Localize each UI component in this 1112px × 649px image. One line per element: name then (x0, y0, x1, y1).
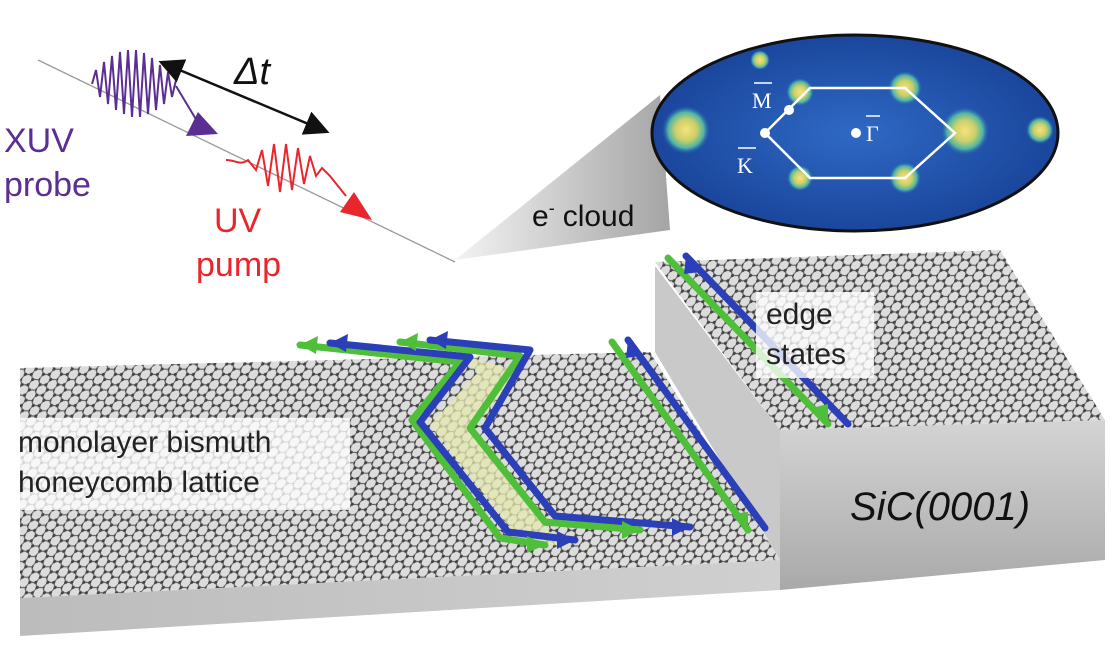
bz-label-Gamma: Γ (866, 121, 879, 146)
substrate-side-face (780, 420, 1105, 590)
uv-pulse-icon (225, 143, 372, 220)
bz-point-Gamma (851, 128, 861, 138)
emission-cone (455, 95, 670, 260)
lattice-label-line1: monolayer bismuth (18, 426, 271, 459)
lattice-label-box (8, 418, 350, 510)
arpes-map-icon: M K Γ (650, 33, 1060, 233)
edge-highlight-region (430, 352, 600, 552)
xuv-pulse-icon (91, 49, 218, 136)
bz-label-M: M (752, 88, 772, 113)
uv-label-line2: pump (196, 246, 281, 284)
lower-terrace-lattice (20, 352, 780, 598)
uv-arrow-icon (340, 192, 372, 220)
bz-label-K: K (737, 153, 753, 178)
edge-arrowheads (300, 256, 828, 553)
xuv-arrow-icon (186, 112, 218, 136)
brillouin-zone-hexagon (763, 86, 957, 180)
delta-t-label: Δt (233, 51, 271, 93)
edge-label-box (756, 292, 874, 378)
step-riser-face (655, 266, 780, 560)
edge-label-line1: edge (766, 298, 833, 331)
substrate-label: SiC(0001) (850, 485, 1030, 529)
xuv-label-line2: probe (4, 166, 91, 204)
xuv-label-line1: XUV (4, 122, 74, 160)
bz-point-K (760, 128, 770, 138)
uv-label-line1: UV (214, 202, 262, 240)
edge-label-line2: states (766, 338, 846, 371)
lattice-label-line2: honeycomb lattice (18, 466, 260, 499)
e-cloud-label: e-cloud (532, 198, 634, 233)
substrate-front-face (20, 560, 780, 636)
delta-t-arrow (158, 59, 330, 135)
bz-point-M (784, 105, 794, 115)
